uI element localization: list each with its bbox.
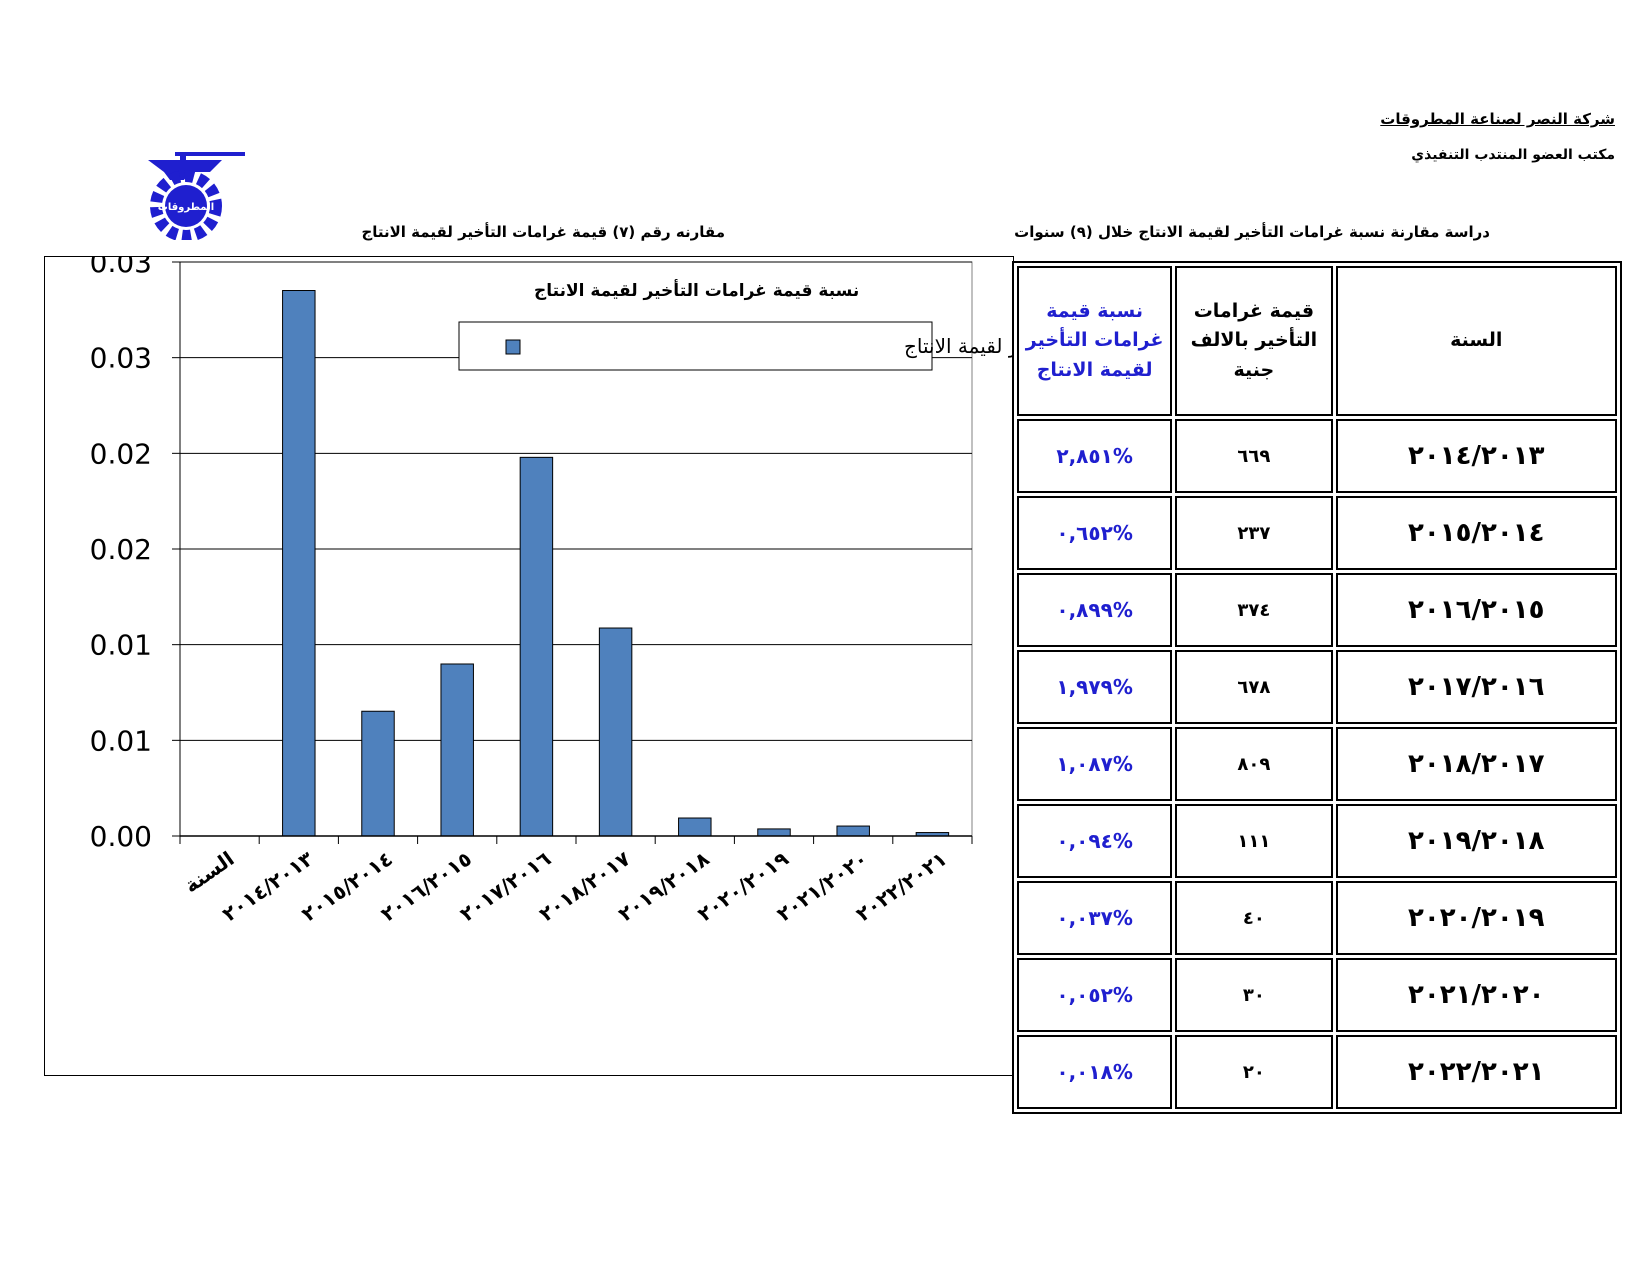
bar <box>519 456 554 837</box>
bar <box>440 663 474 837</box>
cell-value: ٦٦٩ <box>1175 419 1333 493</box>
y-tick-label: 0.03 <box>90 342 152 375</box>
cell-value: ١١١ <box>1175 804 1333 878</box>
bar-chart: 0.00 0.01 0.01 0.02 0.02 0.03 0.03 السنة٢٠١٤/٢… <box>90 256 1014 926</box>
cell-value: ٨٠٩ <box>1175 727 1333 801</box>
table-row: ٢٠١٧/٢٠١٦ ٦٧٨ %١,٩٧٩ <box>1017 650 1617 724</box>
table-row: ٢٠١٥/٢٠١٤ ٢٣٧ %٠,٦٥٢ <box>1017 496 1617 570</box>
x-tick-label: السنة <box>180 846 239 897</box>
table-row: ٢٠١٦/٢٠١٥ ٣٧٤ %٠,٨٩٩ <box>1017 573 1617 647</box>
y-tick-label: 0.02 <box>90 437 152 470</box>
legend-label: نسبة قيمة غرامات التأخير لقيمة الانتاج <box>904 332 1014 358</box>
cell-year: ٢٠٢١/٢٠٢٠ <box>1335 958 1617 1032</box>
header-value: قيمة غرامات التأخير بالالف جنية <box>1175 266 1333 416</box>
anvil-icon <box>148 160 222 180</box>
y-tick-label: 0.00 <box>90 820 152 853</box>
table-row: ٢٠١٤/٢٠١٣ ٦٦٩ %٢,٨٥١ <box>1017 419 1617 493</box>
cell-value: ٣٠ <box>1175 958 1333 1032</box>
cell-ratio: %١,٩٧٩ <box>1017 650 1173 724</box>
logo-text: المطروقات <box>158 202 214 213</box>
cell-ratio: %٠,٦٥٢ <box>1017 496 1173 570</box>
table-row: ٢٠١٨/٢٠١٧ ٨٠٩ %١,٠٨٧ <box>1017 727 1617 801</box>
table-row: ٢٠٢١/٢٠٢٠ ٣٠ %٠,٠٥٢ <box>1017 958 1617 1032</box>
y-tick-label: 0.03 <box>90 256 152 279</box>
cell-year: ٢٠١٩/٢٠١٨ <box>1335 804 1617 878</box>
header-year: السنة <box>1335 266 1617 416</box>
cell-year: ٢٠١٤/٢٠١٣ <box>1335 419 1617 493</box>
table-row: ٢٠١٩/٢٠١٨ ١١١ %٠,٠٩٤ <box>1017 804 1617 878</box>
chart-legend: نسبة قيمة غرامات التأخير لقيمة الانتاج <box>458 321 1014 371</box>
chart-bars <box>282 290 950 837</box>
cell-year: ٢٠٢٢/٢٠٢١ <box>1335 1035 1617 1109</box>
bar <box>361 710 395 837</box>
cell-year: ٢٠٢٠/٢٠١٩ <box>1335 881 1617 955</box>
cell-ratio: %٠,٨٩٩ <box>1017 573 1173 647</box>
study-title: دراسة مقارنة نسبة غرامات التأخير لقيمة ا… <box>1014 223 1490 241</box>
bar <box>836 825 870 837</box>
cell-year: ٢٠١٧/٢٠١٦ <box>1335 650 1617 724</box>
cell-ratio: %٠,٠٥٢ <box>1017 958 1173 1032</box>
y-tick-label: 0.01 <box>90 629 152 662</box>
cell-value: ٤٠ <box>1175 881 1333 955</box>
legend-box <box>458 321 933 371</box>
cell-value: ٢٠ <box>1175 1035 1333 1109</box>
logo-disc <box>165 185 207 227</box>
cell-ratio: %٠,٠٩٤ <box>1017 804 1173 878</box>
cell-ratio: %٢,٨٥١ <box>1017 419 1173 493</box>
cell-ratio: %٠,٠١٨ <box>1017 1035 1173 1109</box>
y-axis-ticks: 0.00 0.01 0.01 0.02 0.02 0.03 0.03 <box>90 256 181 853</box>
table-body: ٢٠١٤/٢٠١٣ ٦٦٩ %٢,٨٥١ ٢٠١٥/٢٠١٤ ٢٣٧ %٠,٦٥٢ ٢٠١٦… <box>1017 419 1617 1109</box>
gear-icon <box>150 170 222 240</box>
table-header-row: السنة قيمة غرامات التأخير بالالف جنية نس… <box>1017 266 1617 416</box>
x-axis-ticks: السنة٢٠١٤/٢٠١٣٢٠١٥/٢٠١٤٢٠١٦/٢٠١٥٢٠١٧/٢٠١… <box>179 835 973 926</box>
y-tick-label: 0.02 <box>90 533 152 566</box>
y-tick-label: 0.01 <box>90 724 152 757</box>
company-logo: المطروقات <box>148 152 245 240</box>
data-table: السنة قيمة غرامات التأخير بالالف جنية نس… <box>1012 261 1622 1114</box>
cell-value: ٢٣٧ <box>1175 496 1333 570</box>
logo-bar <box>175 152 245 156</box>
chart-title: نسبة قيمة غرامات التأخير لقيمة الانتاج <box>534 279 859 301</box>
bar <box>282 290 316 837</box>
cell-value: ٦٧٨ <box>1175 650 1333 724</box>
header-ratio: نسبة قيمة غرامات التأخير لقيمة الانتاج <box>1017 266 1173 416</box>
table-row: ٢٠٢٢/٢٠٢١ ٢٠ %٠,٠١٨ <box>1017 1035 1617 1109</box>
cell-ratio: %١,٠٨٧ <box>1017 727 1173 801</box>
bar <box>678 817 712 837</box>
cell-year: ٢٠١٨/٢٠١٧ <box>1335 727 1617 801</box>
cell-ratio: %٠,٠٣٧ <box>1017 881 1173 955</box>
office-name: مكتب العضو المنتدب التنفيذي <box>1411 147 1615 163</box>
cell-value: ٣٧٤ <box>1175 573 1333 647</box>
cell-year: ٢٠١٥/٢٠١٤ <box>1335 496 1617 570</box>
chart-caption: مقارنه رقم (٧) قيمة غرامات التأخير لقيمة… <box>361 223 725 241</box>
cell-year: ٢٠١٦/٢٠١٥ <box>1335 573 1617 647</box>
bar <box>598 627 633 837</box>
company-name: شركة النصر لصناعة المطروقات <box>1380 110 1615 128</box>
bar <box>757 828 791 837</box>
legend-swatch <box>505 339 521 355</box>
table-row: ٢٠٢٠/٢٠١٩ ٤٠ %٠,٠٣٧ <box>1017 881 1617 955</box>
